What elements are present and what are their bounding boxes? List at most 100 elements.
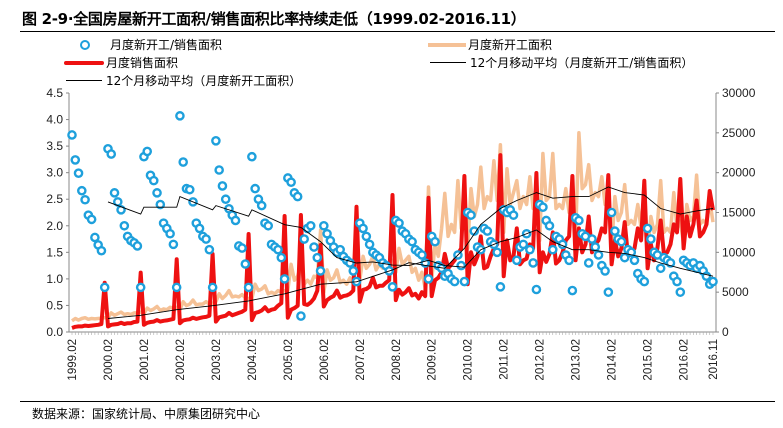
- ratio-point: [90, 232, 100, 243]
- left-axis-tick-label: 4.5: [46, 86, 63, 100]
- ratio-point: [148, 175, 159, 186]
- right-axis-tick-label: 20000: [722, 166, 756, 180]
- ratio-point: [312, 252, 323, 263]
- legend-item-ratio: 月度新开工/销售面积: [80, 36, 222, 53]
- ratio-point: [142, 146, 153, 157]
- ratio-point: [292, 191, 303, 202]
- ratio-point: [348, 266, 359, 276]
- ratio-point: [286, 177, 296, 188]
- ratio-point: [423, 274, 434, 284]
- ratio-point: [518, 239, 529, 250]
- legend-item-sales: 月度销售面积: [64, 54, 178, 71]
- legend-label: 12个月移动平均（月度新开工/销售面积）: [470, 56, 694, 70]
- line-swatch-icon: [66, 80, 102, 81]
- line-swatch-icon: [430, 62, 466, 63]
- ratio-point: [201, 234, 211, 244]
- ratio-point: [590, 242, 601, 252]
- ratio-point: [194, 223, 205, 234]
- ratio-point: [511, 255, 522, 266]
- right-axis-tick-label: 15000: [722, 206, 756, 220]
- x-axis-tick-label: 2005.02: [283, 339, 295, 381]
- ratio-point: [119, 220, 130, 231]
- ratio-point: [86, 214, 97, 225]
- ratio-point: [646, 234, 656, 244]
- right-axis-tick-label: 5000: [722, 285, 749, 299]
- ratio-point: [361, 231, 372, 242]
- legend-item-ma-ratio: 12个月移动平均（月度新开工/销售面积）: [430, 54, 693, 71]
- ratio-point: [525, 244, 535, 255]
- left-axis-tick-label: 2.0: [46, 219, 63, 233]
- ratio-point: [616, 236, 627, 247]
- ratio-point: [407, 236, 417, 247]
- ratio-point: [273, 244, 283, 255]
- x-axis-tick-label: 2001.02: [139, 339, 151, 381]
- ratio-point: [655, 263, 666, 274]
- ratio-point: [135, 282, 146, 293]
- ratio-point: [567, 285, 578, 296]
- x-axis-tick-label: 2007.02: [355, 339, 367, 381]
- left-axis-tick-label: 0.0: [46, 325, 63, 339]
- ratio-point: [211, 135, 221, 146]
- ratio-point: [319, 220, 329, 231]
- ratio-point: [152, 188, 162, 198]
- ratio-point: [256, 200, 267, 211]
- ratio-point: [70, 155, 81, 165]
- ratio-point: [672, 276, 682, 287]
- left-axis-tick-label: 3.0: [46, 166, 63, 180]
- line-swatch-icon: [428, 42, 466, 47]
- ratio-point: [168, 239, 179, 250]
- ratio-point: [587, 234, 597, 244]
- ratio-point: [574, 215, 584, 226]
- ratio-point: [508, 210, 519, 220]
- ratio-point: [456, 260, 466, 271]
- ratio-point: [77, 185, 87, 196]
- ratio-point: [299, 234, 309, 244]
- ratio-point: [155, 199, 166, 210]
- ratio-point: [80, 194, 90, 205]
- ratio-point: [279, 274, 290, 284]
- legend-label: 12个月移动平均（月度新开工面积）: [106, 74, 302, 88]
- ratio-point: [109, 188, 120, 198]
- ratio-point: [220, 194, 231, 205]
- x-axis-tick-label: 2003.02: [211, 339, 223, 381]
- x-axis-tick-label: 2012.02: [535, 339, 547, 381]
- ratio-point: [619, 252, 630, 263]
- ratio-point: [583, 258, 594, 268]
- x-axis-tick-label: 2014.02: [607, 339, 619, 381]
- x-axis-tick-label: 2009.02: [427, 339, 439, 381]
- ratio-point: [528, 258, 538, 268]
- ratio-point: [240, 259, 251, 269]
- ratio-point: [184, 184, 195, 195]
- x-axis-tick-label: 2016.02: [679, 339, 691, 381]
- ratio-point: [629, 255, 640, 266]
- ratio-point: [547, 244, 558, 255]
- ratio-point: [394, 218, 404, 228]
- ratio-point: [263, 220, 274, 231]
- ratio-point: [610, 226, 620, 236]
- ratio-point: [544, 220, 555, 231]
- ratio-point: [237, 243, 247, 253]
- left-axis-tick-label: 1.0: [46, 272, 63, 286]
- ratio-point: [639, 276, 650, 287]
- ratio-point: [593, 250, 604, 260]
- ratio-point: [171, 282, 182, 293]
- source-rule: [20, 401, 775, 402]
- ratio-point: [214, 165, 224, 175]
- left-axis-tick-label: 0.5: [46, 298, 63, 312]
- ratio-point: [459, 276, 470, 287]
- ratio-point: [296, 311, 306, 321]
- ratio-point: [165, 228, 175, 239]
- x-axis-tick-label: 2013.02: [571, 339, 583, 381]
- ratio-point: [73, 168, 84, 178]
- line-swatch-icon: [64, 60, 104, 65]
- legend-label: 月度销售面积: [106, 56, 179, 70]
- x-axis-tick-label: 2000.02: [103, 339, 115, 381]
- sales-line: [71, 153, 715, 330]
- ratio-point: [305, 220, 316, 231]
- ratio-point: [675, 287, 686, 297]
- ratio-point: [603, 287, 614, 297]
- ratio-point: [247, 151, 257, 162]
- right-axis-tick-label: 10000: [722, 245, 756, 259]
- ratio-point: [276, 252, 287, 263]
